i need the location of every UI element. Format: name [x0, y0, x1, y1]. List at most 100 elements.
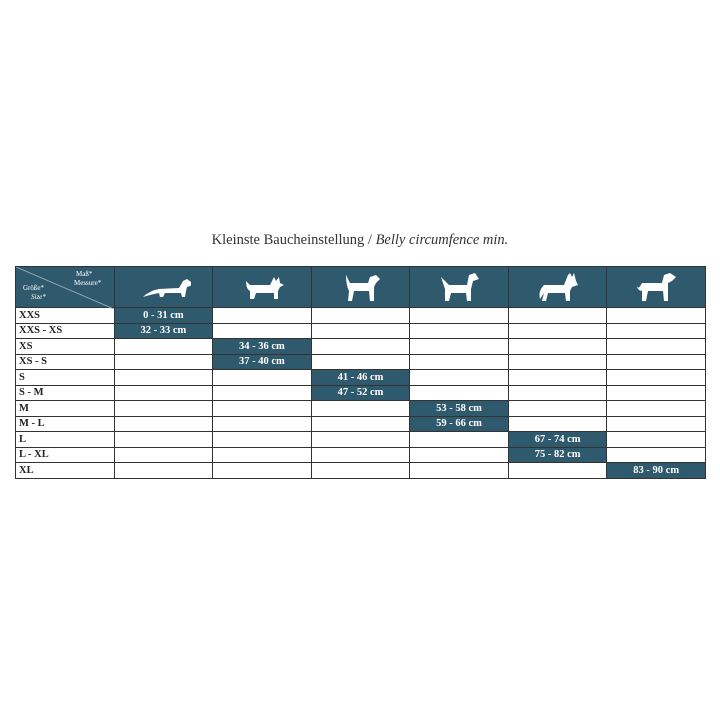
jack-russell-icon — [346, 275, 381, 301]
empty-cell — [310, 415, 411, 432]
table-row: M 53 - 58 cm — [15, 400, 706, 417]
size-cell: M - L — [15, 415, 115, 432]
measure-cell: 32 - 33 cm — [113, 322, 214, 339]
measure-label-de: Maß* — [76, 270, 93, 278]
title-german: Kleinste Baucheinstellung — [211, 232, 365, 248]
empty-cell — [113, 446, 214, 463]
title-separator: / — [364, 232, 376, 248]
empty-cell — [310, 338, 411, 355]
empty-cell — [409, 307, 509, 324]
empty-cell — [409, 462, 509, 479]
terrier-icon — [245, 277, 284, 299]
diagonal-line — [16, 267, 114, 309]
empty-cell — [606, 415, 706, 432]
size-cell: L — [15, 431, 115, 448]
empty-cell — [212, 322, 312, 339]
empty-cell — [507, 338, 608, 355]
empty-cell — [409, 384, 509, 401]
dachshund-icon — [143, 279, 192, 297]
column-header — [212, 266, 312, 308]
measure-cell: 41 - 46 cm — [310, 369, 411, 386]
column-header — [409, 266, 509, 308]
table-row: S - M 47 - 52 cm — [15, 384, 706, 401]
empty-cell — [507, 322, 608, 339]
empty-cell — [507, 400, 608, 417]
empty-cell — [507, 415, 608, 432]
empty-cell — [113, 369, 214, 386]
empty-cell — [606, 307, 706, 324]
column-header — [507, 266, 608, 308]
empty-cell — [606, 431, 706, 448]
table-row: L - XL 75 - 82 cm — [15, 446, 706, 463]
empty-cell — [606, 338, 706, 355]
empty-cell — [212, 369, 312, 386]
measure-cell: 0 - 31 cm — [113, 307, 214, 324]
table-row: XL 83 - 90 cm — [15, 462, 706, 479]
header-row: Maß* Messure* Größe* Size* — [15, 266, 706, 309]
corner-header: Maß* Messure* Größe* Size* — [15, 266, 115, 309]
size-cell: XL — [15, 462, 115, 479]
empty-cell — [310, 431, 411, 448]
table-row: M - L 59 - 66 cm — [15, 415, 706, 432]
empty-cell — [409, 431, 509, 448]
measure-cell: 53 - 58 cm — [409, 400, 509, 417]
empty-cell — [507, 384, 608, 401]
great-dane-icon — [636, 273, 677, 301]
empty-cell — [310, 322, 411, 339]
empty-cell — [113, 338, 214, 355]
empty-cell — [310, 446, 411, 463]
empty-cell — [606, 369, 706, 386]
empty-cell — [113, 431, 214, 448]
empty-cell — [409, 338, 509, 355]
size-cell: XS - S — [15, 353, 115, 370]
empty-cell — [113, 400, 214, 417]
size-label-de: Größe* — [23, 284, 44, 292]
empty-cell — [113, 353, 214, 370]
table-row: S 41 - 46 cm — [15, 369, 706, 386]
empty-cell — [606, 400, 706, 417]
size-cell: S - M — [15, 384, 115, 401]
measure-cell: 59 - 66 cm — [409, 415, 509, 432]
size-cell: XXS — [15, 307, 115, 324]
empty-cell — [212, 431, 312, 448]
empty-cell — [212, 400, 312, 417]
empty-cell — [212, 446, 312, 463]
chart-title: Kleinste Baucheinstellung / Belly circum… — [0, 232, 720, 249]
measure-cell: 37 - 40 cm — [212, 353, 312, 370]
empty-cell — [606, 384, 706, 401]
empty-cell — [409, 353, 509, 370]
size-cell: S — [15, 369, 115, 386]
table-row: XS - S 37 - 40 cm — [15, 353, 706, 370]
column-header — [113, 266, 214, 308]
table-row: XS 34 - 36 cm — [15, 338, 706, 355]
measure-cell: 34 - 36 cm — [212, 338, 312, 355]
size-cell: XXS - XS — [15, 322, 115, 339]
empty-cell — [606, 322, 706, 339]
empty-cell — [606, 446, 706, 463]
table-row: XXS - XS 32 - 33 cm — [15, 322, 706, 339]
shepherd-icon — [539, 273, 578, 301]
empty-cell — [310, 400, 411, 417]
empty-cell — [113, 462, 214, 479]
empty-cell — [113, 415, 214, 432]
schnauzer-icon — [441, 273, 480, 301]
measure-cell: 47 - 52 cm — [310, 384, 411, 401]
empty-cell — [507, 307, 608, 324]
empty-cell — [409, 446, 509, 463]
empty-cell — [409, 322, 509, 339]
empty-cell — [310, 307, 411, 324]
measure-cell: 83 - 90 cm — [606, 462, 706, 479]
measure-label-en: Messure* — [74, 279, 102, 287]
size-cell: M — [15, 400, 115, 417]
size-cell: XS — [15, 338, 115, 355]
measure-cell: 75 - 82 cm — [507, 446, 608, 463]
empty-cell — [212, 415, 312, 432]
size-label-en: Size* — [31, 293, 46, 301]
empty-cell — [507, 353, 608, 370]
empty-cell — [212, 462, 312, 479]
empty-cell — [409, 369, 509, 386]
table-row: L 67 - 74 cm — [15, 431, 706, 448]
title-english: Belly circumfence min. — [375, 232, 509, 248]
empty-cell — [606, 353, 706, 370]
empty-cell — [212, 307, 312, 324]
